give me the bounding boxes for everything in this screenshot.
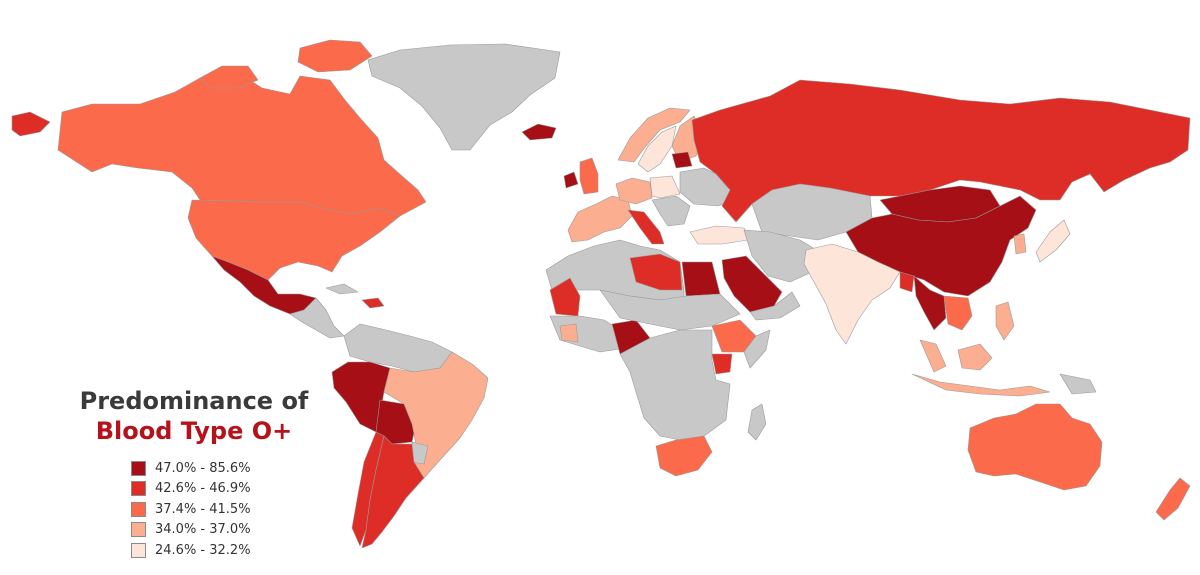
legend-item: 34.0% - 37.0% bbox=[131, 520, 251, 541]
arctic-islands-2 bbox=[199, 65, 259, 89]
png bbox=[1059, 373, 1097, 395]
france-iberia bbox=[567, 195, 633, 243]
libya bbox=[629, 253, 683, 291]
norway bbox=[617, 107, 691, 163]
poland bbox=[649, 175, 681, 199]
uk bbox=[579, 157, 599, 195]
russia bbox=[691, 79, 1191, 223]
new-zealand bbox=[1155, 477, 1191, 521]
sahel bbox=[599, 289, 741, 331]
central-america bbox=[289, 297, 345, 339]
bangladesh bbox=[899, 271, 915, 293]
horn bbox=[743, 329, 771, 369]
philippines bbox=[995, 301, 1015, 341]
brazil bbox=[383, 351, 489, 479]
italy bbox=[627, 209, 665, 245]
legend-item: 37.4% - 41.5% bbox=[131, 499, 251, 520]
indonesia bbox=[911, 373, 1051, 397]
korea bbox=[1013, 233, 1027, 255]
legend-swatch bbox=[131, 501, 146, 517]
legend-label: 34.0% - 37.0% bbox=[155, 522, 251, 538]
legend-item: 47.0% - 85.6% bbox=[131, 458, 251, 479]
ireland bbox=[563, 171, 579, 189]
legend-item: 42.6% - 46.9% bbox=[131, 479, 251, 500]
madagascar bbox=[747, 403, 767, 441]
balkans bbox=[651, 195, 691, 227]
borneo bbox=[957, 343, 993, 371]
arctic-islands-1 bbox=[297, 39, 373, 73]
legend-label: 42.6% - 46.9% bbox=[155, 481, 251, 497]
title-line-1: Predominance of bbox=[79, 387, 309, 415]
usa bbox=[187, 199, 401, 281]
cuba bbox=[325, 283, 359, 295]
kenya bbox=[711, 353, 733, 375]
alaska bbox=[11, 111, 51, 137]
iceland bbox=[521, 123, 557, 141]
indochina bbox=[943, 295, 973, 331]
legend-swatch bbox=[131, 542, 146, 558]
map-title: Predominance of Blood Type O+ bbox=[64, 386, 324, 446]
legend-label: 47.0% - 85.6% bbox=[155, 460, 251, 476]
turkey bbox=[689, 225, 749, 245]
egypt bbox=[681, 261, 721, 297]
japan bbox=[1035, 219, 1071, 263]
baltics bbox=[671, 151, 693, 169]
india bbox=[803, 243, 901, 345]
title-line-2: Blood Type O+ bbox=[95, 417, 293, 445]
cote-divoire bbox=[559, 323, 579, 343]
yemen-oman bbox=[749, 291, 801, 321]
south-africa bbox=[655, 435, 713, 477]
central-africa bbox=[619, 329, 731, 441]
sweden bbox=[637, 125, 677, 173]
argentina bbox=[361, 435, 425, 549]
myanmar-thailand bbox=[913, 275, 947, 331]
canada bbox=[57, 73, 427, 217]
mauritania-region bbox=[549, 277, 581, 317]
caribbean bbox=[361, 297, 385, 309]
legend: 47.0% - 85.6% 42.6% - 46.9% 37.4% - 41.5… bbox=[131, 458, 251, 561]
greenland bbox=[367, 43, 561, 151]
germany bbox=[615, 177, 653, 205]
malaysia bbox=[919, 339, 947, 373]
legend-swatch bbox=[131, 460, 146, 476]
australia bbox=[967, 403, 1103, 491]
legend-swatch bbox=[131, 481, 146, 497]
legend-item: 24.6% - 32.2% bbox=[131, 540, 251, 561]
legend-label: 37.4% - 41.5% bbox=[155, 501, 251, 517]
legend-swatch bbox=[131, 522, 146, 538]
legend-label: 24.6% - 32.2% bbox=[155, 542, 251, 558]
